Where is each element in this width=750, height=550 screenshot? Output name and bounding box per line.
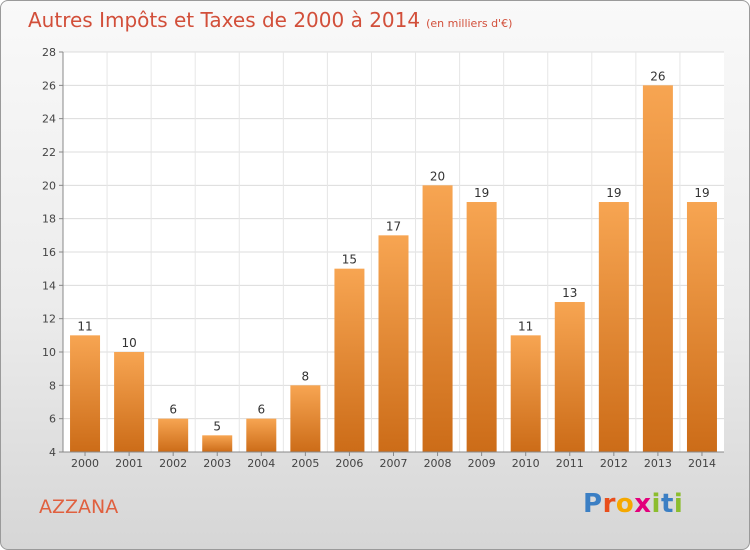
- value-label: 6: [169, 403, 177, 417]
- bar-2006: [334, 268, 365, 452]
- x-tick-label: 2013: [644, 457, 672, 470]
- logo-letter: t: [660, 489, 674, 519]
- x-tick-label: 2004: [247, 457, 275, 470]
- x-tick-label: 2000: [71, 457, 99, 470]
- bar-2003: [202, 435, 233, 452]
- logo-letter: P: [583, 489, 603, 519]
- bar-2001: [114, 352, 145, 452]
- logo-letter: o: [615, 489, 635, 519]
- bar-2011: [554, 302, 585, 452]
- value-label: 20: [430, 169, 445, 183]
- x-tick-label: 2003: [203, 457, 231, 470]
- y-tick-label: 8: [49, 379, 56, 392]
- y-tick-label: 20: [42, 179, 56, 192]
- bar-2014: [686, 202, 717, 452]
- bars: 11 10 6 5 6 8 15 17 20 19 11 13 19 26 19: [70, 69, 717, 453]
- logo-letter: r: [602, 489, 616, 519]
- chart-heading: Autres Impôts et Taxes de 2000 à 2014 (en…: [28, 8, 512, 32]
- bar-2010: [510, 335, 541, 452]
- value-label: 11: [518, 319, 533, 333]
- x-tick-label: 2006: [335, 457, 363, 470]
- x-tick-label: 2009: [468, 457, 496, 470]
- y-tick-label: 18: [42, 213, 56, 226]
- y-tick-label: 10: [42, 346, 56, 359]
- bar-2005: [290, 385, 321, 452]
- y-tick-label: 26: [42, 79, 56, 92]
- logo-letter: x: [634, 489, 652, 519]
- commune-name: AZZANA: [39, 496, 119, 518]
- chart-title: Autres Impôts et Taxes de 2000 à 2014: [28, 8, 421, 32]
- bar-2013: [642, 85, 673, 452]
- x-tick-label: 2011: [556, 457, 584, 470]
- x-tick-label: 2001: [115, 457, 143, 470]
- x-tick-label: 2010: [512, 457, 540, 470]
- bar-2009: [466, 202, 497, 452]
- y-tick-label: 14: [42, 279, 56, 292]
- x-tick-label: 2007: [380, 457, 408, 470]
- value-label: 5: [213, 419, 221, 433]
- bar-2004: [246, 418, 277, 452]
- logo-letter: i: [673, 489, 684, 519]
- value-label: 13: [562, 286, 577, 300]
- bar-2007: [378, 235, 409, 452]
- value-label: 15: [342, 253, 357, 267]
- x-tick-label: 2014: [688, 457, 716, 470]
- bar-2008: [422, 185, 453, 453]
- bar-2002: [158, 418, 189, 452]
- x-tick-label: 2005: [291, 457, 319, 470]
- axes: 4 6 8 10 12 14 16 18 20 22 24 26 28 2000 2001 2002 2003 2…: [42, 46, 724, 470]
- value-label: 6: [257, 403, 265, 417]
- bar-2012: [598, 202, 629, 452]
- value-label: 8: [302, 369, 310, 383]
- chart-subtitle: (en milliers d'€): [426, 17, 513, 30]
- y-tick-label: 28: [42, 46, 56, 59]
- logo-letter: i: [651, 489, 661, 519]
- value-label: 11: [77, 319, 92, 333]
- value-label: 19: [606, 186, 621, 200]
- x-tick-label: 2008: [424, 457, 452, 470]
- value-label: 10: [121, 336, 136, 350]
- y-tick-label: 24: [42, 113, 56, 126]
- y-tick-label: 16: [42, 246, 56, 259]
- value-label: 19: [474, 186, 489, 200]
- value-label: 19: [694, 186, 709, 200]
- x-tick-label: 2002: [159, 457, 187, 470]
- y-tick-label: 6: [49, 413, 56, 426]
- y-tick-label: 12: [42, 313, 56, 326]
- value-label: 26: [650, 69, 665, 83]
- y-tick-label: 4: [49, 446, 56, 459]
- bar-2000: [70, 335, 101, 452]
- value-label: 17: [386, 219, 401, 233]
- x-tick-label: 2012: [600, 457, 628, 470]
- proxiti-logo: Proxiti: [583, 489, 683, 519]
- y-tick-label: 22: [42, 146, 56, 159]
